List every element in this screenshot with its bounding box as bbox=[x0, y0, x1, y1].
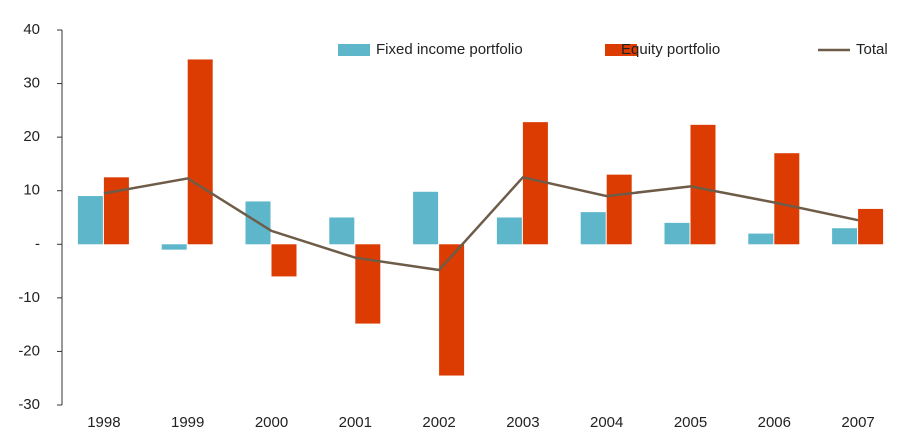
bar bbox=[329, 217, 355, 245]
x-tick-label: 2004 bbox=[590, 414, 623, 431]
y-tick-label: -30 bbox=[18, 396, 40, 413]
y-tick-label: - bbox=[35, 235, 40, 252]
x-tick-label: 1999 bbox=[171, 414, 204, 431]
bar bbox=[355, 244, 381, 324]
y-tick-label: -10 bbox=[18, 289, 40, 306]
bar bbox=[664, 222, 690, 245]
legend-label: Equity portfolio bbox=[621, 41, 720, 58]
bar bbox=[413, 191, 439, 245]
bar bbox=[103, 177, 129, 245]
x-tick-label: 2006 bbox=[758, 414, 791, 431]
bar bbox=[496, 217, 522, 245]
bar bbox=[774, 153, 800, 245]
bar bbox=[161, 244, 187, 250]
bar bbox=[606, 174, 632, 245]
y-tick-label: 10 bbox=[23, 182, 40, 199]
y-tick-label: -20 bbox=[18, 342, 40, 359]
bar bbox=[77, 196, 103, 245]
bar bbox=[187, 59, 213, 245]
x-tick-label: 2005 bbox=[674, 414, 707, 431]
legend-label: Total bbox=[856, 41, 888, 58]
legend-swatch bbox=[605, 44, 637, 56]
y-tick-label: 20 bbox=[23, 128, 40, 145]
bar bbox=[748, 233, 774, 245]
legend-label: Fixed income portfolio bbox=[376, 41, 523, 58]
bar bbox=[271, 244, 297, 277]
y-tick-label: 30 bbox=[23, 75, 40, 92]
x-tick-label: 2000 bbox=[255, 414, 288, 431]
legend-swatch bbox=[338, 44, 370, 56]
y-tick-label: 40 bbox=[23, 21, 40, 38]
x-tick-label: 2007 bbox=[841, 414, 874, 431]
x-tick-label: 2001 bbox=[339, 414, 372, 431]
x-tick-label: 2003 bbox=[506, 414, 539, 431]
bar bbox=[439, 244, 465, 376]
bar bbox=[858, 208, 884, 245]
bar bbox=[690, 124, 716, 245]
bar bbox=[832, 228, 858, 245]
bar bbox=[580, 212, 606, 245]
x-tick-label: 1998 bbox=[87, 414, 120, 431]
x-tick-label: 2002 bbox=[422, 414, 455, 431]
total-line bbox=[103, 175, 859, 272]
